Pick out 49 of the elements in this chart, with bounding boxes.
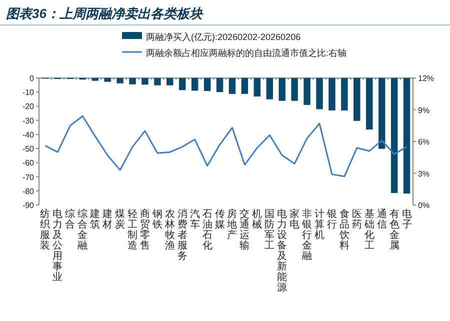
y-tick-label: -80 <box>22 186 35 196</box>
y-tick-label: 0 <box>30 74 35 83</box>
x-tick-label: 家电 <box>290 208 300 230</box>
line-series <box>44 115 408 178</box>
x-tick-label: 综合 <box>65 208 76 230</box>
x-tick-label: 商贸零售 <box>140 208 150 252</box>
x-tick-label: 电力及公用事业 <box>52 208 63 283</box>
y2-tick-label: 6% <box>418 138 430 146</box>
y-tick-label: -90 <box>22 201 35 210</box>
y-tick-label: -10 <box>22 88 35 98</box>
x-tick-label: 电力设备及新能源 <box>277 208 288 294</box>
x-tick-label: 钢铁 <box>151 209 162 230</box>
chart-title: 图表36：上周两融净卖出各类板块 <box>6 6 204 21</box>
x-tick-label: 房地产 <box>226 208 238 241</box>
x-tick-label: 建筑 <box>89 208 100 230</box>
x-tick-label: 非银行金融 <box>301 208 312 262</box>
x-tick-label: 煤炭 <box>115 208 126 230</box>
x-tick-label: 石油石化 <box>202 209 212 252</box>
x-tick-label: 计算机 <box>314 208 324 241</box>
y2-tick-label: 9% <box>418 106 430 115</box>
x-tick-label: 通信 <box>376 208 387 230</box>
x-tick-label: 机械 <box>252 208 262 230</box>
y2-tick-label: 0% <box>418 201 430 210</box>
x-tick-label: 国防军工 <box>264 209 275 252</box>
x-tick-label: 消费者服务 <box>177 208 188 262</box>
legend-label: 两融净买入(亿元):20260202-20260206 <box>146 32 301 42</box>
x-tick-label: 建材 <box>102 208 113 230</box>
y-tick-label: -30 <box>22 116 35 126</box>
legend-label: 两融余额占相应两融标的的自由流通市值之比:右轴 <box>146 48 347 58</box>
x-tick-label: 医药 <box>352 209 362 230</box>
x-tick-label: 基础化工 <box>363 208 374 252</box>
x-tick-label: 综合金融 <box>78 208 88 252</box>
y-tick-label: -60 <box>22 158 35 168</box>
x-tick-label: 食品饮料 <box>338 208 350 252</box>
x-tick-label: 传媒 <box>214 209 225 230</box>
y-tick-label: -50 <box>22 144 35 154</box>
y-tick-label: -40 <box>22 130 35 140</box>
x-tick-label: 汽车 <box>190 208 200 230</box>
x-tick-label: 交通运输 <box>240 208 250 252</box>
y-tick-label: -20 <box>22 102 35 112</box>
x-tick-label: 有色金属 <box>389 208 400 252</box>
y2-tick-label: 3% <box>418 169 430 178</box>
x-tick-label: 轻工制造 <box>128 208 138 252</box>
x-tick-label: 银行 <box>326 209 337 230</box>
x-tick-label: 农林牧渔 <box>164 209 175 252</box>
x-tick-label: 电子 <box>402 208 412 230</box>
y2-tick-label: 12% <box>418 74 434 83</box>
x-tick-label: 纺织服装 <box>40 208 50 252</box>
y-tick-label: -70 <box>22 172 35 182</box>
